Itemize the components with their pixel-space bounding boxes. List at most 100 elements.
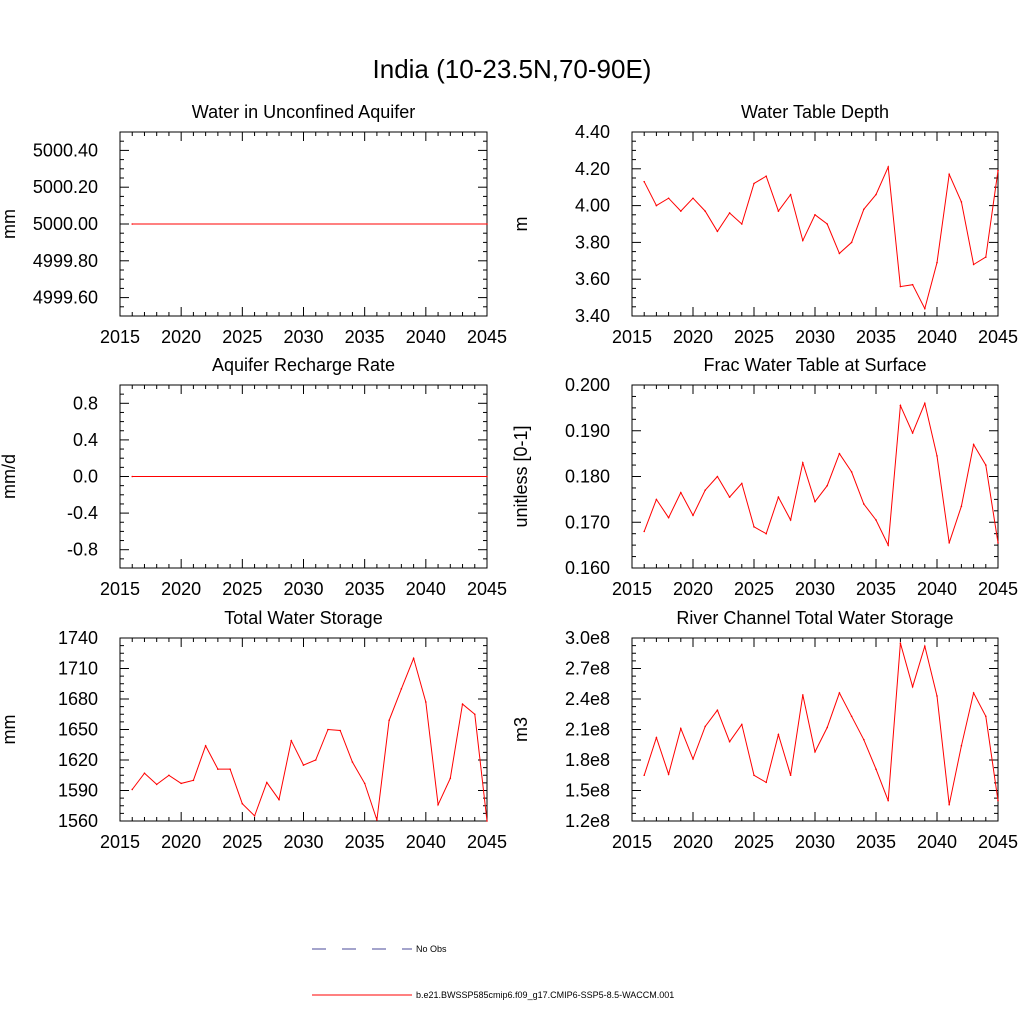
data-point <box>741 723 743 726</box>
data-point <box>875 519 877 521</box>
y-tick-label: 3.60 <box>575 269 610 289</box>
x-tick-label: 2025 <box>222 327 262 347</box>
data-point <box>838 252 841 255</box>
data-point <box>985 464 987 466</box>
data-point <box>716 230 719 233</box>
x-tick-label: 2045 <box>978 327 1018 347</box>
data-point <box>643 530 645 533</box>
x-tick-label: 2015 <box>612 832 652 852</box>
data-point <box>314 759 317 761</box>
data-point <box>339 729 342 732</box>
data-point <box>985 256 987 258</box>
data-point <box>131 788 134 791</box>
data-point <box>643 180 645 183</box>
y-tick-label: 5000.40 <box>33 140 98 160</box>
data-point <box>850 715 853 718</box>
data-point <box>777 210 780 212</box>
x-tick-label: 2035 <box>345 832 385 852</box>
data-point <box>155 783 158 786</box>
y-axis-label: mm <box>0 715 19 745</box>
data-point <box>826 223 828 225</box>
data-point <box>948 803 950 806</box>
y-tick-label: 3.0e8 <box>565 628 610 648</box>
data-point <box>765 532 767 535</box>
data-point <box>802 461 804 464</box>
y-tick-label: 3.80 <box>575 232 610 252</box>
data-point <box>388 719 390 722</box>
data-point <box>753 774 755 777</box>
data-point <box>887 544 889 546</box>
x-tick-label: 2040 <box>406 579 446 599</box>
data-point <box>253 815 256 817</box>
y-tick-label: 0.200 <box>565 375 610 395</box>
y-tick-label: 1680 <box>58 689 98 709</box>
y-tick-label: 1650 <box>58 720 98 740</box>
data-point <box>960 201 963 203</box>
data-point <box>777 733 780 736</box>
data-point <box>899 642 902 644</box>
panel-title: Aquifer Recharge Rate <box>212 355 395 375</box>
panel-2: Water Table Depth m 2015 2020 2025 2030 2035 20… <box>511 102 1018 347</box>
data-point <box>704 210 706 212</box>
data-point <box>814 751 816 753</box>
data-point <box>278 798 280 801</box>
data-point <box>911 283 914 286</box>
y-tick-label: -0.4 <box>67 503 98 523</box>
x-tick-label: 2015 <box>100 579 140 599</box>
data-point <box>204 744 207 747</box>
y-tick-label: 5000.20 <box>33 177 98 197</box>
y-tick-label: 1710 <box>58 659 98 679</box>
data-point <box>716 709 719 711</box>
y-tick-label: 2.1e8 <box>565 720 610 740</box>
x-tick-label: 2030 <box>795 327 835 347</box>
data-point <box>131 223 134 225</box>
y-tick-label: 4.00 <box>575 196 610 216</box>
x-tick-label: 2040 <box>406 327 446 347</box>
panel-1: Water in Unconfined Aquifer mm 2015 2020 202… <box>0 102 507 347</box>
x-tick-label: 2015 <box>100 832 140 852</box>
series-line <box>643 401 999 547</box>
data-point <box>875 193 877 196</box>
data-point <box>461 703 464 705</box>
x-tick-label: 2020 <box>161 579 201 599</box>
data-point <box>667 516 670 519</box>
data-point <box>924 402 926 405</box>
data-point <box>741 482 743 485</box>
data-point <box>911 686 914 688</box>
data-point <box>473 713 476 716</box>
data-point <box>826 726 828 729</box>
data-point <box>728 740 731 743</box>
data-point <box>997 169 999 172</box>
data-point <box>765 175 767 177</box>
data-point <box>863 208 865 211</box>
data-point <box>960 505 963 508</box>
x-tick-label: 2045 <box>467 579 507 599</box>
data-point <box>997 799 999 802</box>
x-tick-label: 2030 <box>283 579 323 599</box>
x-tick-label: 2025 <box>734 327 774 347</box>
x-tick-label: 2030 <box>795 832 835 852</box>
data-point <box>802 694 804 696</box>
data-point <box>241 802 244 805</box>
data-point <box>887 799 889 802</box>
x-tick-label: 2025 <box>734 579 774 599</box>
data-point <box>168 774 170 777</box>
y-tick-label: 1560 <box>58 811 98 831</box>
data-point <box>863 503 865 505</box>
data-point <box>875 768 877 770</box>
data-point <box>789 193 792 196</box>
data-point <box>838 692 841 694</box>
data-point <box>449 777 452 780</box>
series-line <box>131 656 488 822</box>
y-tick-label: 1620 <box>58 750 98 770</box>
y-tick-label: 4.40 <box>575 122 610 142</box>
data-point <box>229 768 231 770</box>
x-tick-label: 2035 <box>856 832 896 852</box>
data-point <box>972 443 975 446</box>
x-tick-label: 2015 <box>612 327 652 347</box>
x-tick-label: 2035 <box>856 327 896 347</box>
data-point <box>290 739 293 742</box>
data-point <box>425 701 427 703</box>
y-tick-label: 1590 <box>58 781 98 801</box>
y-tick-label: 4.20 <box>575 159 610 179</box>
